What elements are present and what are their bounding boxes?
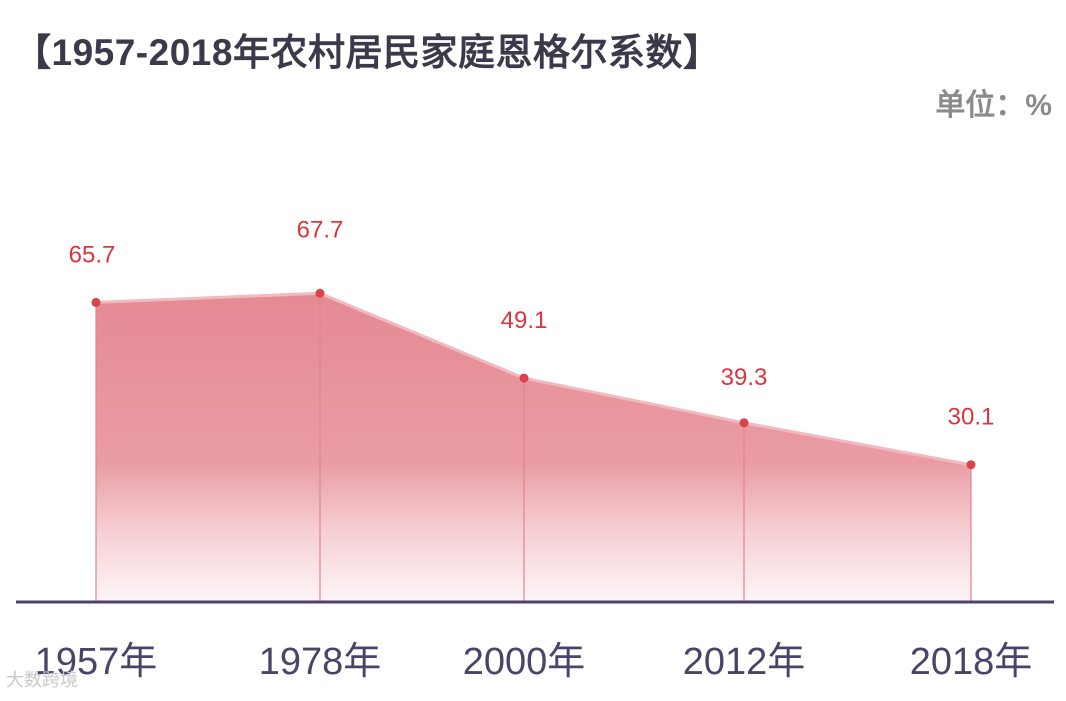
x-tick-label: 2018年	[910, 641, 1033, 683]
plot-area: 65.7 1957年 67.7 1978年 49.1 2000年 39.3 2012年 30.1…	[16, 216, 1054, 683]
value-label: 30.1	[948, 404, 995, 431]
value-label: 65.7	[69, 241, 116, 268]
x-tick-label: 1978年	[259, 641, 382, 683]
data-point	[739, 418, 749, 428]
value-label: 67.7	[297, 216, 344, 243]
data-point	[315, 288, 325, 298]
x-tick-label: 2000年	[463, 641, 586, 683]
area-fill	[96, 293, 971, 602]
chart-title: 【1957-2018年农村居民家庭恩格尔系数】	[14, 32, 721, 73]
x-tick-label: 2012年	[683, 641, 806, 683]
unit-label: 单位：%	[935, 89, 1052, 122]
data-point	[91, 297, 101, 307]
data-point	[966, 460, 976, 470]
data-point	[519, 373, 529, 383]
x-tick-label: 1957年	[35, 641, 158, 683]
watermark: 大数跨境	[6, 670, 78, 691]
value-label: 39.3	[721, 364, 768, 391]
value-label: 49.1	[501, 307, 548, 334]
